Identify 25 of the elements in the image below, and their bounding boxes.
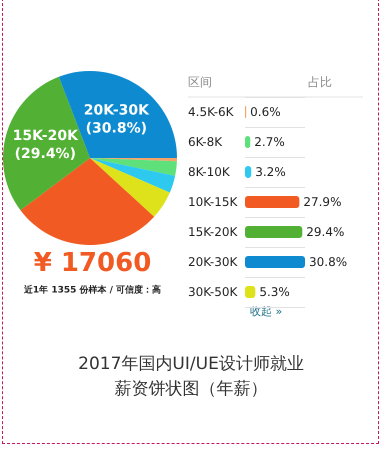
- annotation: 收起 »: [250, 305, 282, 318]
- text: ¥ 17060: [34, 248, 152, 278]
- bar: [245, 226, 302, 238]
- text: 2017年国内UI/UE设计师就业薪资饼状图（年薪）: [77, 353, 305, 401]
- data-label: 20K-30K (30.8%): [84, 102, 150, 137]
- y-tick-label: 10K-15K: [188, 195, 238, 209]
- x-axis-title: 占比: [308, 75, 332, 89]
- data-label: 5.3%: [259, 285, 290, 299]
- data-label: 2.7%: [254, 135, 285, 149]
- y-tick-label: 8K-10K: [188, 165, 231, 179]
- data-label: 29.4%: [306, 225, 344, 239]
- y-tick-label: 15K-20K: [188, 225, 238, 239]
- text: 近1年 1355 份样本 / 可信度：高: [22, 284, 162, 296]
- y-tick-label: 30K-50K: [188, 285, 238, 299]
- y-tick-label: 4.5K-6K: [188, 105, 235, 119]
- data-label: 27.9%: [303, 195, 342, 209]
- y-tick-label: 20K-30K: [188, 255, 238, 269]
- y-tick-label: 6K-8K: [188, 135, 224, 149]
- bar: [245, 256, 305, 268]
- data-label: 3.2%: [255, 165, 286, 179]
- data-label: 15K-20K (29.4%): [12, 128, 80, 162]
- bar: [245, 196, 300, 208]
- data-label: 0.6%: [250, 105, 281, 119]
- y-axis-title: 区间: [188, 75, 212, 89]
- data-label: 30.8%: [309, 255, 348, 269]
